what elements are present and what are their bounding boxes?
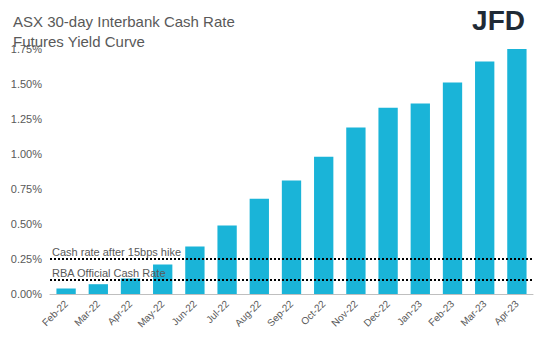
svg-text:Cash rate after 15bps hike: Cash rate after 15bps hike — [52, 246, 181, 258]
svg-text:Futures Yield Curve: Futures Yield Curve — [13, 33, 145, 50]
svg-text:May-22: May-22 — [135, 298, 167, 330]
svg-text:0.25%: 0.25% — [11, 253, 42, 265]
svg-text:ASX 30-day Interbank Cash Rate: ASX 30-day Interbank Cash Rate — [13, 13, 239, 30]
svg-text:Dec-22: Dec-22 — [361, 298, 392, 329]
svg-text:1.50%: 1.50% — [11, 78, 42, 90]
svg-text:1.00%: 1.00% — [11, 148, 42, 160]
svg-text:Feb-23: Feb-23 — [426, 298, 456, 328]
svg-text:RBA Official Cash Rate: RBA Official Cash Rate — [52, 267, 166, 279]
svg-text:Jun-22: Jun-22 — [169, 298, 199, 328]
svg-text:Mar-23: Mar-23 — [458, 298, 488, 328]
svg-text:Jul-22: Jul-22 — [204, 298, 231, 325]
svg-text:Nov-22: Nov-22 — [329, 298, 360, 329]
svg-text:Mar-22: Mar-22 — [72, 298, 102, 328]
svg-text:Jan-23: Jan-23 — [395, 298, 425, 328]
svg-text:0.75%: 0.75% — [11, 183, 42, 195]
svg-text:0.00%: 0.00% — [11, 288, 42, 300]
svg-text:Feb-22: Feb-22 — [40, 298, 70, 328]
svg-text:1.25%: 1.25% — [11, 113, 42, 125]
svg-text:Sep-22: Sep-22 — [265, 298, 296, 329]
svg-text:Apr-22: Apr-22 — [105, 298, 134, 327]
svg-text:JFD: JFD — [472, 5, 525, 36]
svg-text:Apr-23: Apr-23 — [492, 298, 521, 327]
svg-text:Oct-22: Oct-22 — [299, 298, 328, 327]
svg-text:0.50%: 0.50% — [11, 218, 42, 230]
svg-text:Aug-22: Aug-22 — [233, 298, 264, 329]
